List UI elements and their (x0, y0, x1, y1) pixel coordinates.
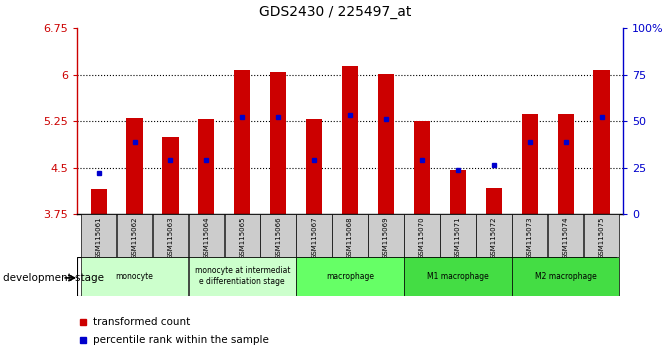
Text: GSM115065: GSM115065 (239, 216, 245, 259)
Bar (332, 214, 368, 257)
Bar (81, 214, 117, 257)
Bar (440, 214, 476, 257)
Bar (486, 188, 502, 214)
Bar (512, 257, 619, 296)
Text: GSM115070: GSM115070 (419, 216, 425, 259)
Bar (162, 137, 178, 214)
Text: GSM115067: GSM115067 (311, 216, 317, 259)
Bar (404, 214, 440, 257)
Bar (81, 257, 188, 296)
Text: monocyte: monocyte (116, 272, 153, 281)
Bar (369, 214, 404, 257)
Bar (342, 66, 358, 214)
Bar (414, 121, 430, 214)
Bar (512, 214, 547, 257)
Bar (476, 214, 512, 257)
Text: GSM115071: GSM115071 (455, 216, 461, 259)
Text: M2 macrophage: M2 macrophage (535, 272, 596, 281)
Bar (557, 114, 574, 214)
Text: GSM115072: GSM115072 (490, 216, 496, 259)
Text: GSM115073: GSM115073 (527, 216, 533, 259)
Text: transformed count: transformed count (93, 316, 191, 327)
Text: GSM115064: GSM115064 (204, 216, 210, 259)
Text: M1 macrophage: M1 macrophage (427, 272, 488, 281)
Text: GSM115074: GSM115074 (563, 216, 569, 259)
Bar (594, 70, 610, 214)
Bar (224, 214, 260, 257)
Text: GSM115063: GSM115063 (168, 216, 174, 259)
Bar (188, 257, 296, 296)
Text: GDS2430 / 225497_at: GDS2430 / 225497_at (259, 5, 411, 19)
Bar (127, 118, 143, 214)
Text: GSM115069: GSM115069 (383, 216, 389, 259)
Bar (261, 214, 296, 257)
Bar (188, 214, 224, 257)
Bar (234, 70, 251, 214)
Bar (198, 119, 214, 214)
Bar (450, 170, 466, 214)
Bar (153, 214, 188, 257)
Bar (90, 189, 107, 214)
Text: GSM115061: GSM115061 (96, 216, 102, 259)
Text: percentile rank within the sample: percentile rank within the sample (93, 335, 269, 345)
Text: GSM115062: GSM115062 (131, 216, 137, 259)
Bar (404, 257, 512, 296)
Bar (270, 72, 286, 214)
Text: GSM115066: GSM115066 (275, 216, 281, 259)
Text: GSM115075: GSM115075 (598, 216, 604, 259)
Bar (548, 214, 584, 257)
Bar (306, 119, 322, 214)
Bar (522, 114, 538, 214)
Bar (296, 214, 332, 257)
Bar (296, 257, 404, 296)
Text: development stage: development stage (3, 273, 105, 283)
Bar (378, 74, 394, 214)
Text: macrophage: macrophage (326, 272, 374, 281)
Bar (584, 214, 619, 257)
Text: GSM115068: GSM115068 (347, 216, 353, 259)
Text: monocyte at intermediat
e differentiation stage: monocyte at intermediat e differentiatio… (194, 267, 290, 286)
Bar (117, 214, 152, 257)
